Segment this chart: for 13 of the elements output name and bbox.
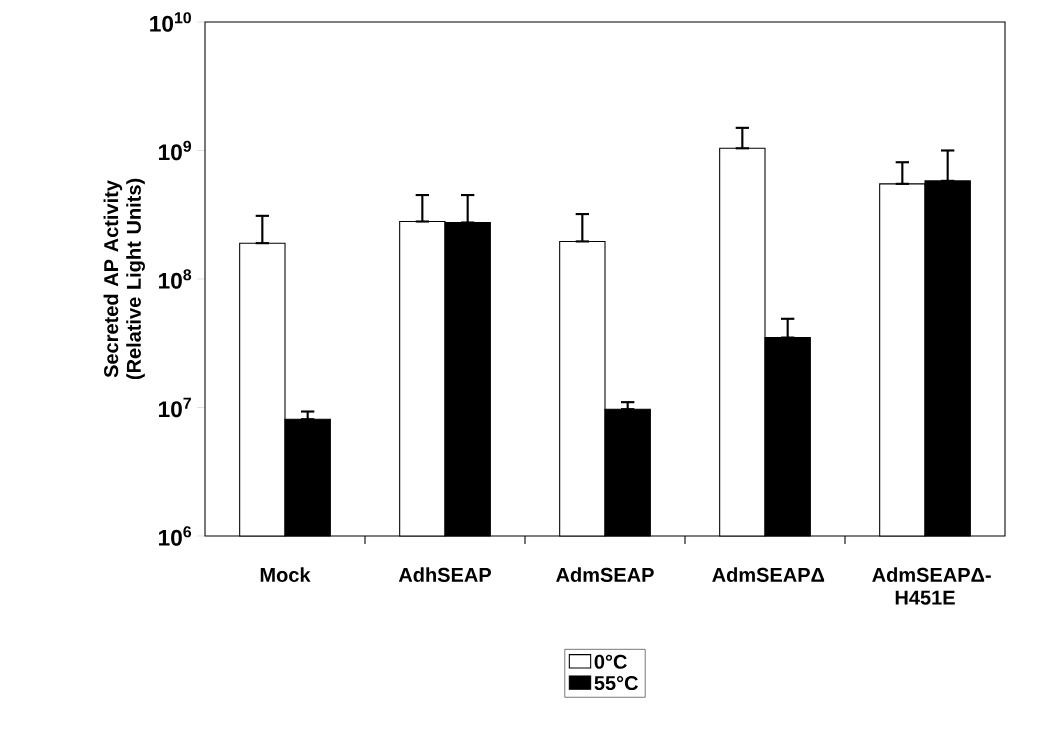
legend-label: 0°C <box>594 654 627 669</box>
y-axis-title: Secreted AP Activity (Relative Light Units) <box>103 178 145 380</box>
x-tick-label: AdmSEAPΔ <box>712 567 825 583</box>
x-tick-label: Mock <box>260 567 311 583</box>
y-tick-label: 10$^{9}$ <box>159 140 192 161</box>
x-tick-label: AdmSEAPΔ-H451E <box>872 567 991 605</box>
y-tick-label: 10$^{10}$ <box>150 12 191 32</box>
x-tick-label: AdhSEAP <box>398 567 491 583</box>
y-tick-label: 10$^{6}$ <box>159 526 192 546</box>
x-tick-label: AdmSEAP <box>556 567 654 583</box>
legend-label: 55°C <box>594 675 638 691</box>
y-tick-label: 10$^{8}$ <box>159 269 192 289</box>
y-tick-label: 10$^{7}$ <box>159 397 191 418</box>
